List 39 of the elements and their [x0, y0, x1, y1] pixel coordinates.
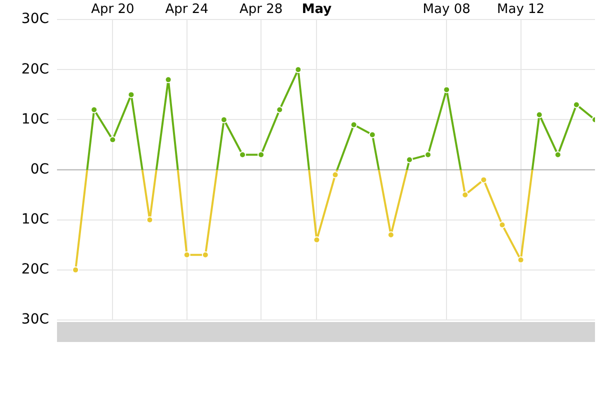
point — [387, 231, 394, 238]
x-tick-label: Apr 20 — [91, 2, 134, 18]
point — [443, 86, 450, 94]
point — [480, 176, 488, 184]
point — [462, 191, 469, 198]
point — [498, 221, 506, 228]
point — [572, 101, 580, 108]
point — [202, 251, 209, 258]
point — [239, 151, 246, 158]
x-tick-label: May 08 — [422, 2, 470, 18]
point — [183, 251, 190, 258]
x-tick-label: Apr 28 — [239, 2, 283, 18]
point — [313, 236, 320, 244]
point — [90, 106, 98, 114]
point — [164, 76, 172, 84]
y-tick-label: 10C — [21, 111, 50, 128]
point — [72, 266, 80, 274]
point — [536, 111, 543, 118]
y-tick-label: 0C — [30, 161, 50, 178]
point — [554, 151, 562, 158]
point — [294, 66, 302, 74]
point — [276, 106, 284, 114]
x-tick-label: Apr 24 — [165, 2, 208, 18]
y-tick-label: 30C — [21, 312, 50, 328]
point — [332, 171, 339, 178]
point — [350, 121, 358, 128]
y-tick-label: 30C — [21, 11, 50, 28]
y-tick-label: 10C — [21, 212, 50, 228]
point — [368, 131, 376, 138]
point — [258, 151, 265, 158]
x-tick-label: May — [302, 2, 332, 18]
x-tick-label: May 12 — [497, 2, 545, 18]
y-tick-label: 20C — [21, 61, 50, 78]
point — [128, 91, 135, 98]
point — [146, 216, 154, 224]
point — [220, 116, 228, 124]
point — [109, 136, 116, 144]
point — [517, 256, 524, 264]
y-tick-label: 20C — [21, 262, 50, 278]
